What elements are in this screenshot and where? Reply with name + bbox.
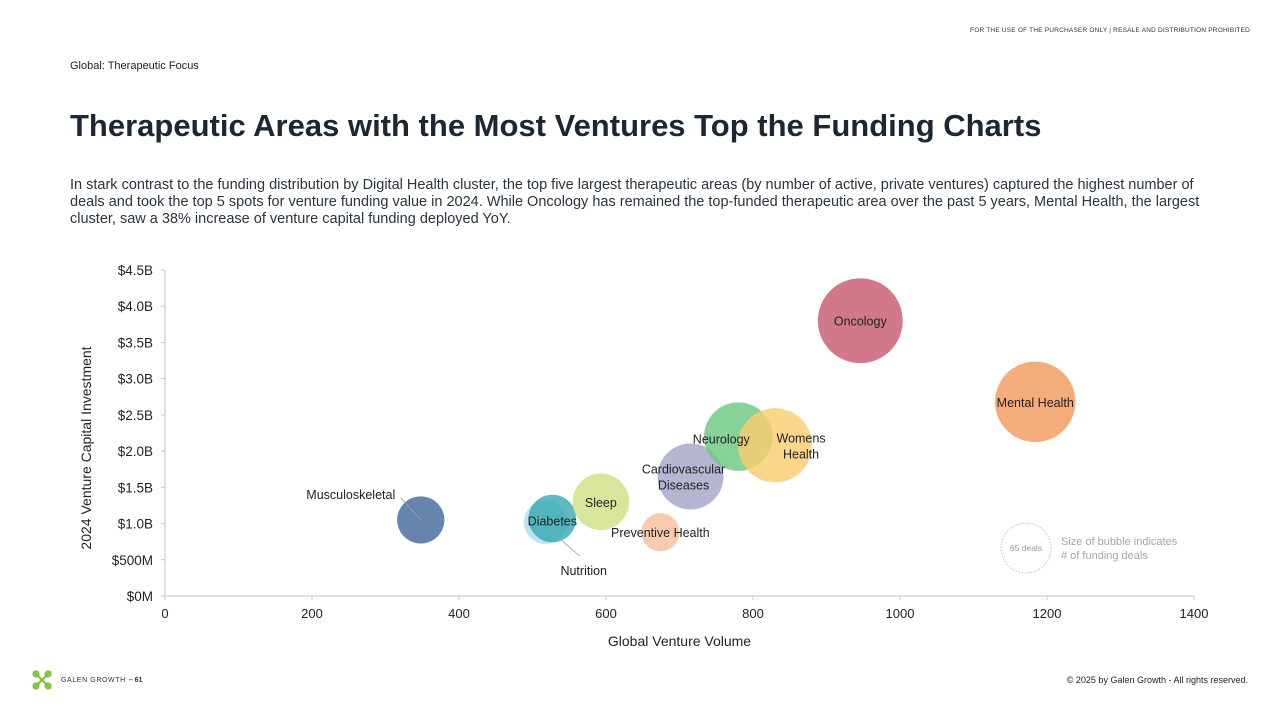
bubble-cardiovascular-diseases <box>657 443 724 510</box>
bubble-chart: 0 200 400 600 800 1000 1200 1400 $0M $500M $1.0B $1… <box>78 263 1208 649</box>
y-tick-label: $1.0B <box>118 517 153 532</box>
bubble-label: Womens Health <box>777 431 826 461</box>
copyright: © 2025 by Galen Growth - All rights rese… <box>1066 675 1248 685</box>
label-leader-line <box>400 497 422 521</box>
label-layer: Musculoskeletal Nutrition Diabetes Sleep Pre… <box>306 315 1074 578</box>
y-tick-label: $500M <box>112 553 153 568</box>
bubble-label: Mental Health <box>997 396 1074 410</box>
disclaimer: FOR THE USE OF THE PURCHASER ONLY | RESA… <box>970 27 1250 34</box>
y-tick-label: $3.0B <box>118 372 153 387</box>
bubble-mental-health <box>995 361 1076 443</box>
axes-layer: 0 200 400 600 800 1000 1200 1400 $0M $500M $1.0B $1… <box>78 263 1208 649</box>
bubble-womens-health <box>737 408 813 483</box>
bubble-layer <box>397 278 1076 552</box>
bubble-label: Preventive Health <box>611 526 710 540</box>
size-legend-label: 65 deals <box>1010 543 1042 553</box>
galen-growth-logo-icon <box>32 670 52 690</box>
bubble-label: Musculoskeletal <box>306 488 395 502</box>
x-tick-label: 1400 <box>1180 606 1209 621</box>
page-description: In stark contrast to the funding distrib… <box>70 177 1200 227</box>
bubble-label: Oncology <box>834 315 888 329</box>
bubble-label: Neurology <box>693 433 751 447</box>
x-tick-label: 600 <box>595 606 617 621</box>
y-tick-label: $2.0B <box>118 444 153 459</box>
bubble-preventive-health <box>641 513 680 552</box>
label-leader-line <box>549 529 580 557</box>
y-axis-title: 2024 Venture Capital Investment <box>78 346 94 549</box>
page-title: Therapeutic Areas with the Most Ventures… <box>70 108 1042 143</box>
y-tick-label: $4.5B <box>118 263 153 278</box>
size-legend-note: Size of bubble indicates # of funding dea… <box>1061 536 1178 562</box>
size-legend-circle <box>1000 522 1052 574</box>
y-tick-label: $3.5B <box>118 335 153 350</box>
bubble-musculoskeletal <box>397 496 445 544</box>
section-label: Global: Therapeutic Focus <box>70 60 199 72</box>
bubble-diabetes <box>528 494 577 543</box>
bubble-label: Diabetes <box>528 514 577 528</box>
y-tick-label: $0M <box>127 589 153 604</box>
bubble-label: Sleep <box>585 496 617 510</box>
y-tick-label: $4.0B <box>118 299 153 314</box>
y-tick-label: $2.5B <box>118 408 153 423</box>
bubble-label: Cardiovascular Diseases <box>642 462 725 492</box>
x-tick-label: 400 <box>448 606 470 621</box>
x-axis-title: Global Venture Volume <box>608 633 751 649</box>
page-number: – 61 <box>128 676 143 684</box>
footer-brand: GALEN GROWTH – 61 <box>30 668 142 692</box>
bubble-label: Nutrition <box>560 564 607 578</box>
footer-brand-name: GALEN GROWTH <box>61 676 126 684</box>
x-tick-label: 0 <box>161 606 168 621</box>
y-tick-label: $1.5B <box>118 480 153 495</box>
size-legend: 65 deals Size of bubble indicates # of fun… <box>1000 522 1178 574</box>
x-tick-label: 1200 <box>1033 606 1062 621</box>
x-tick-label: 200 <box>301 606 323 621</box>
bubble-sleep <box>572 473 630 531</box>
bubble-oncology <box>817 278 903 364</box>
x-tick-label: 1000 <box>886 606 915 621</box>
x-tick-label: 800 <box>742 606 764 621</box>
